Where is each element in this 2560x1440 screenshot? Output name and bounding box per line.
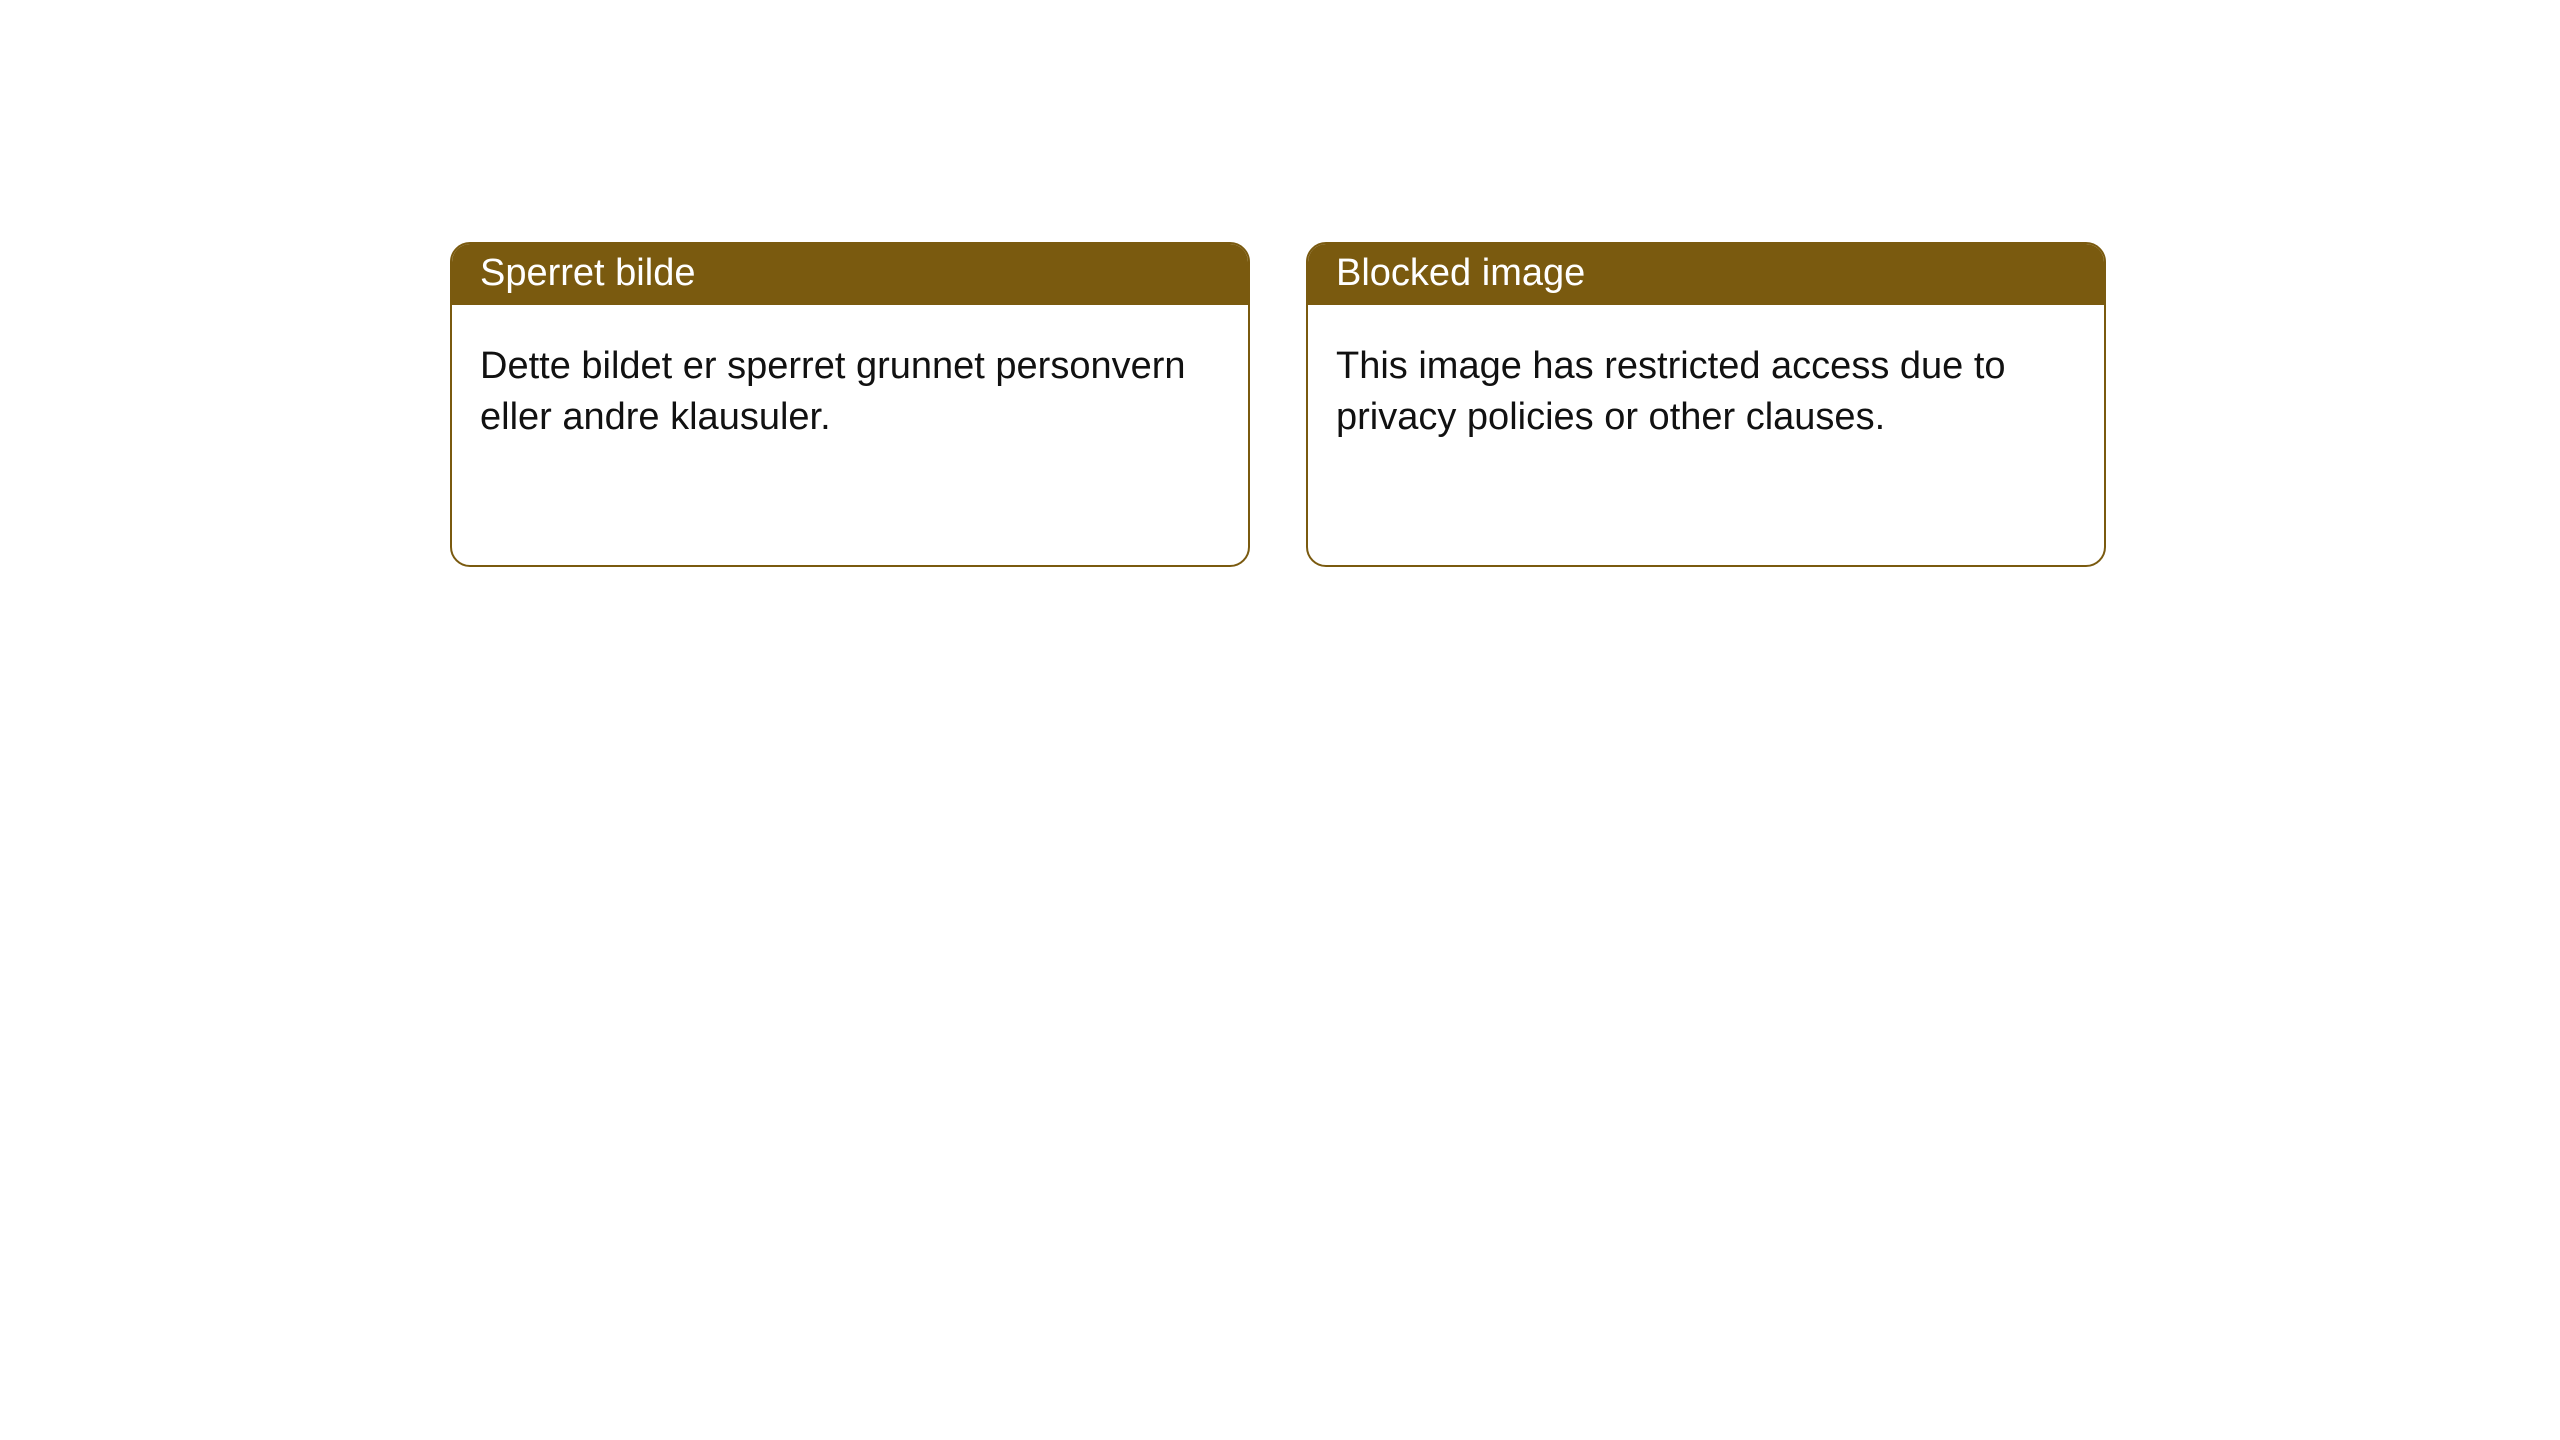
notice-header-no: Sperret bilde — [452, 244, 1248, 305]
notice-body-en: This image has restricted access due to … — [1308, 305, 2104, 565]
notice-body-no: Dette bildet er sperret grunnet personve… — [452, 305, 1248, 565]
notice-header-en: Blocked image — [1308, 244, 2104, 305]
notice-card-no: Sperret bilde Dette bildet er sperret gr… — [450, 242, 1250, 567]
notice-card-en: Blocked image This image has restricted … — [1306, 242, 2106, 567]
notice-container: Sperret bilde Dette bildet er sperret gr… — [0, 0, 2560, 567]
